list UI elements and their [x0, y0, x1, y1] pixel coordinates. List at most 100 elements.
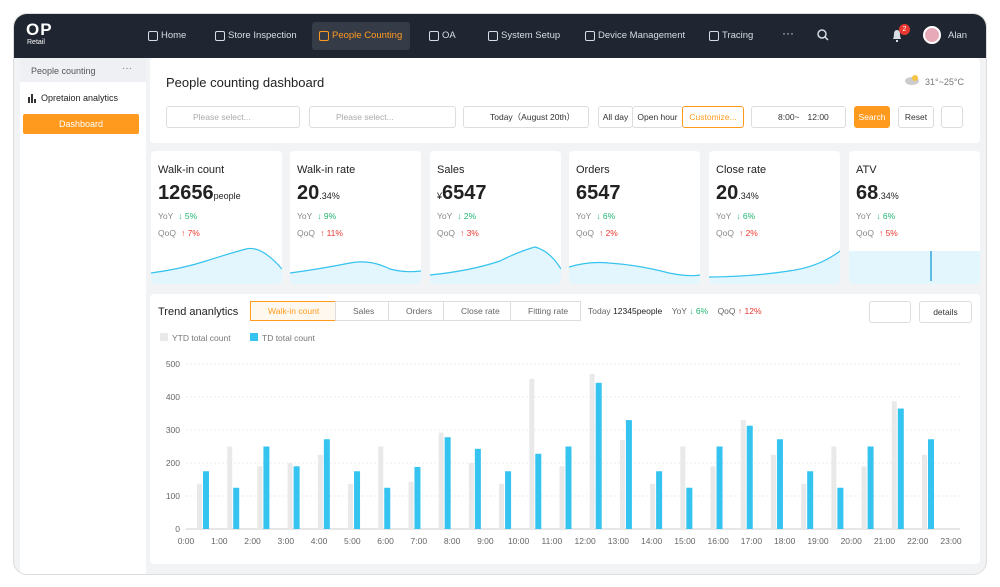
- sidebar-item[interactable]: Dashboard: [23, 114, 139, 134]
- bar: [801, 483, 807, 529]
- nav-label: OA: [442, 30, 456, 41]
- sparkline: [290, 261, 421, 284]
- x-tick-label: 10:00: [508, 536, 530, 546]
- time-range[interactable]: 8:00~ 12:00: [751, 106, 846, 128]
- card-title: Close rate: [716, 164, 767, 176]
- sidebar-menu[interactable]: ···: [122, 63, 132, 74]
- bar: [227, 446, 233, 529]
- sidebar-title: People counting: [31, 66, 96, 76]
- user-name[interactable]: Alan: [948, 30, 968, 41]
- chart-type-button[interactable]: [869, 301, 911, 323]
- card-yoy: YoY ↓ 2%: [437, 211, 476, 221]
- bar: [348, 483, 354, 529]
- device-select[interactable]: Please select...: [309, 106, 456, 128]
- y-tick-label: 500: [166, 359, 180, 369]
- nav-item[interactable]: System Setup: [481, 22, 568, 50]
- bar: [384, 487, 391, 529]
- trend-tab[interactable]: Fitting rate: [510, 301, 581, 321]
- card-qoq: QoQ ↑ 2%: [716, 228, 758, 238]
- range-tab[interactable]: Open hour: [632, 106, 683, 128]
- nav-item[interactable]: Device Management: [578, 22, 693, 50]
- bar: [474, 448, 481, 529]
- card-yoy: YoY ↓ 5%: [158, 211, 197, 221]
- y-tick-label: 400: [166, 392, 180, 402]
- qoq-label: QoQ: [297, 228, 315, 238]
- grid-button[interactable]: [941, 106, 963, 128]
- range-tab[interactable]: All day: [598, 106, 633, 128]
- store-select[interactable]: Please select...: [166, 106, 300, 128]
- top-nav: OP Retail Home Store Inspection People Cou…: [14, 14, 986, 58]
- nav-icon: [215, 31, 225, 41]
- avatar[interactable]: [923, 26, 941, 44]
- bar: [414, 466, 421, 529]
- card-yoy: YoY ↓ 9%: [297, 211, 336, 221]
- y-tick-label: 200: [166, 458, 180, 468]
- kpi-card: Walk-in count 12656people YoY ↓ 5% QoQ ↑ 7%: [151, 151, 282, 284]
- nav-icon: [429, 31, 439, 41]
- kpi-card: Orders 6547 YoY ↓ 6% QoQ ↑ 2%: [569, 151, 700, 284]
- nav-item[interactable]: People Counting: [312, 22, 411, 50]
- nav-icon: [709, 31, 719, 41]
- sparkline: [849, 251, 980, 284]
- card-yoy: YoY ↓ 6%: [716, 211, 755, 221]
- x-tick-label: 3:00: [278, 536, 295, 546]
- sparkline: [151, 247, 282, 284]
- today-value: 12345people: [613, 306, 663, 316]
- bar: [807, 471, 814, 529]
- bar: [505, 471, 512, 529]
- x-tick-label: 18:00: [774, 536, 796, 546]
- search-button[interactable]: Search: [854, 106, 890, 128]
- trend-tab[interactable]: Close rate: [443, 301, 511, 321]
- yoy-label: YoY: [437, 211, 453, 221]
- qoq-label: QoQ: [716, 228, 734, 238]
- nav-label: Home: [161, 30, 187, 41]
- bar: [317, 454, 323, 529]
- card-qoq: QoQ ↑ 11%: [297, 228, 343, 238]
- nav-icon: [488, 31, 498, 41]
- time-end: 12:00: [807, 112, 829, 122]
- bar: [444, 437, 451, 529]
- weather: 31°~25°C: [925, 77, 964, 87]
- y-tick-label: 0: [175, 524, 180, 534]
- yoy: ↓ 6%: [689, 306, 709, 316]
- qoq-label: QoQ: [856, 228, 874, 238]
- qoq-value: ↑ 7%: [180, 228, 200, 238]
- bar: [293, 466, 300, 529]
- x-tick-label: 2:00: [244, 536, 261, 546]
- reset-button[interactable]: Reset: [898, 106, 934, 128]
- time-start: 8:00: [778, 112, 795, 122]
- search-icon[interactable]: [817, 29, 829, 41]
- nav-item[interactable]: Tracing: [702, 22, 761, 50]
- card-title: Orders: [576, 164, 610, 176]
- bar: [408, 481, 414, 529]
- kpi-card: Close rate 20.34% YoY ↓ 6% QoQ ↑ 2%: [709, 151, 840, 284]
- sidebar-group[interactable]: Opretaion analytics: [41, 93, 119, 103]
- nav-item[interactable]: OA: [422, 22, 464, 50]
- bar: [625, 420, 632, 529]
- date-select[interactable]: Today（August 20th）: [463, 106, 589, 128]
- yoy-label: YoY: [716, 211, 732, 221]
- yoy-value: ↓ 9%: [317, 211, 337, 221]
- details-button[interactable]: details: [919, 301, 972, 323]
- app-frame: OP Retail Home Store Inspection People Cou…: [13, 13, 987, 575]
- card-number: 6547: [576, 182, 621, 204]
- nav-label: Device Management: [598, 30, 686, 41]
- bar: [928, 439, 934, 529]
- bar: [897, 408, 904, 529]
- yoy-label: YoY: [576, 211, 592, 221]
- today-label: Today: [588, 306, 611, 316]
- x-tick-label: 15:00: [674, 536, 696, 546]
- card-title: Sales: [437, 164, 465, 176]
- bar: [287, 463, 293, 529]
- nav-label: System Setup: [501, 30, 561, 41]
- range-tab[interactable]: Customize...: [682, 106, 744, 128]
- bar: [746, 425, 753, 529]
- nav-item[interactable]: Store Inspection: [208, 22, 305, 50]
- card-value: 20.34%: [716, 182, 759, 205]
- card-title: Walk-in count: [158, 164, 225, 176]
- bar: [263, 446, 270, 529]
- bar: [650, 483, 656, 529]
- nav-more[interactable]: ···: [782, 26, 794, 40]
- nav-item[interactable]: Home: [141, 22, 194, 50]
- x-tick-label: 16:00: [708, 536, 730, 546]
